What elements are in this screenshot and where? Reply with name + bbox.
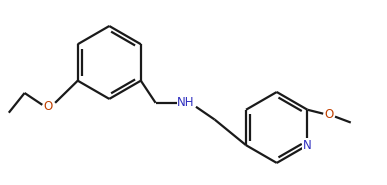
Text: O: O — [324, 108, 334, 121]
Text: O: O — [44, 100, 53, 113]
Text: NH: NH — [177, 96, 195, 109]
Text: N: N — [303, 139, 312, 152]
